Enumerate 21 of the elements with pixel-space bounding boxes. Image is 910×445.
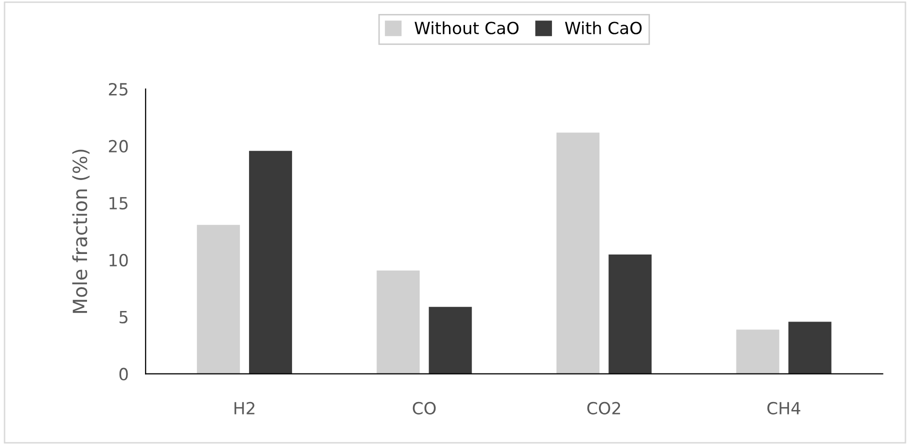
x-tick-label: CO xyxy=(412,402,436,414)
y-tick-label: 5 xyxy=(120,311,128,324)
x-tick-label: CH4 xyxy=(767,402,800,414)
bar xyxy=(376,270,420,374)
y-tick-label: 0 xyxy=(119,368,128,380)
bar xyxy=(196,224,240,374)
bar xyxy=(608,254,652,374)
bar xyxy=(556,132,600,374)
y-tick-label: 15 xyxy=(110,197,128,210)
y-tick-label: 20 xyxy=(108,140,128,153)
y-tick-label: 10 xyxy=(110,254,128,266)
y-tick-label: 25 xyxy=(108,82,128,96)
legend-label: Without CaO xyxy=(414,21,519,34)
bar xyxy=(249,150,292,374)
x-tick-label: H2 xyxy=(234,402,254,414)
y-axis-title: Mole fraction (%) xyxy=(72,150,90,313)
bar xyxy=(736,330,780,374)
bar xyxy=(428,306,472,374)
x-tick-label: CO2 xyxy=(587,402,620,414)
legend-label: With CaO xyxy=(565,21,642,34)
bar xyxy=(788,322,832,374)
